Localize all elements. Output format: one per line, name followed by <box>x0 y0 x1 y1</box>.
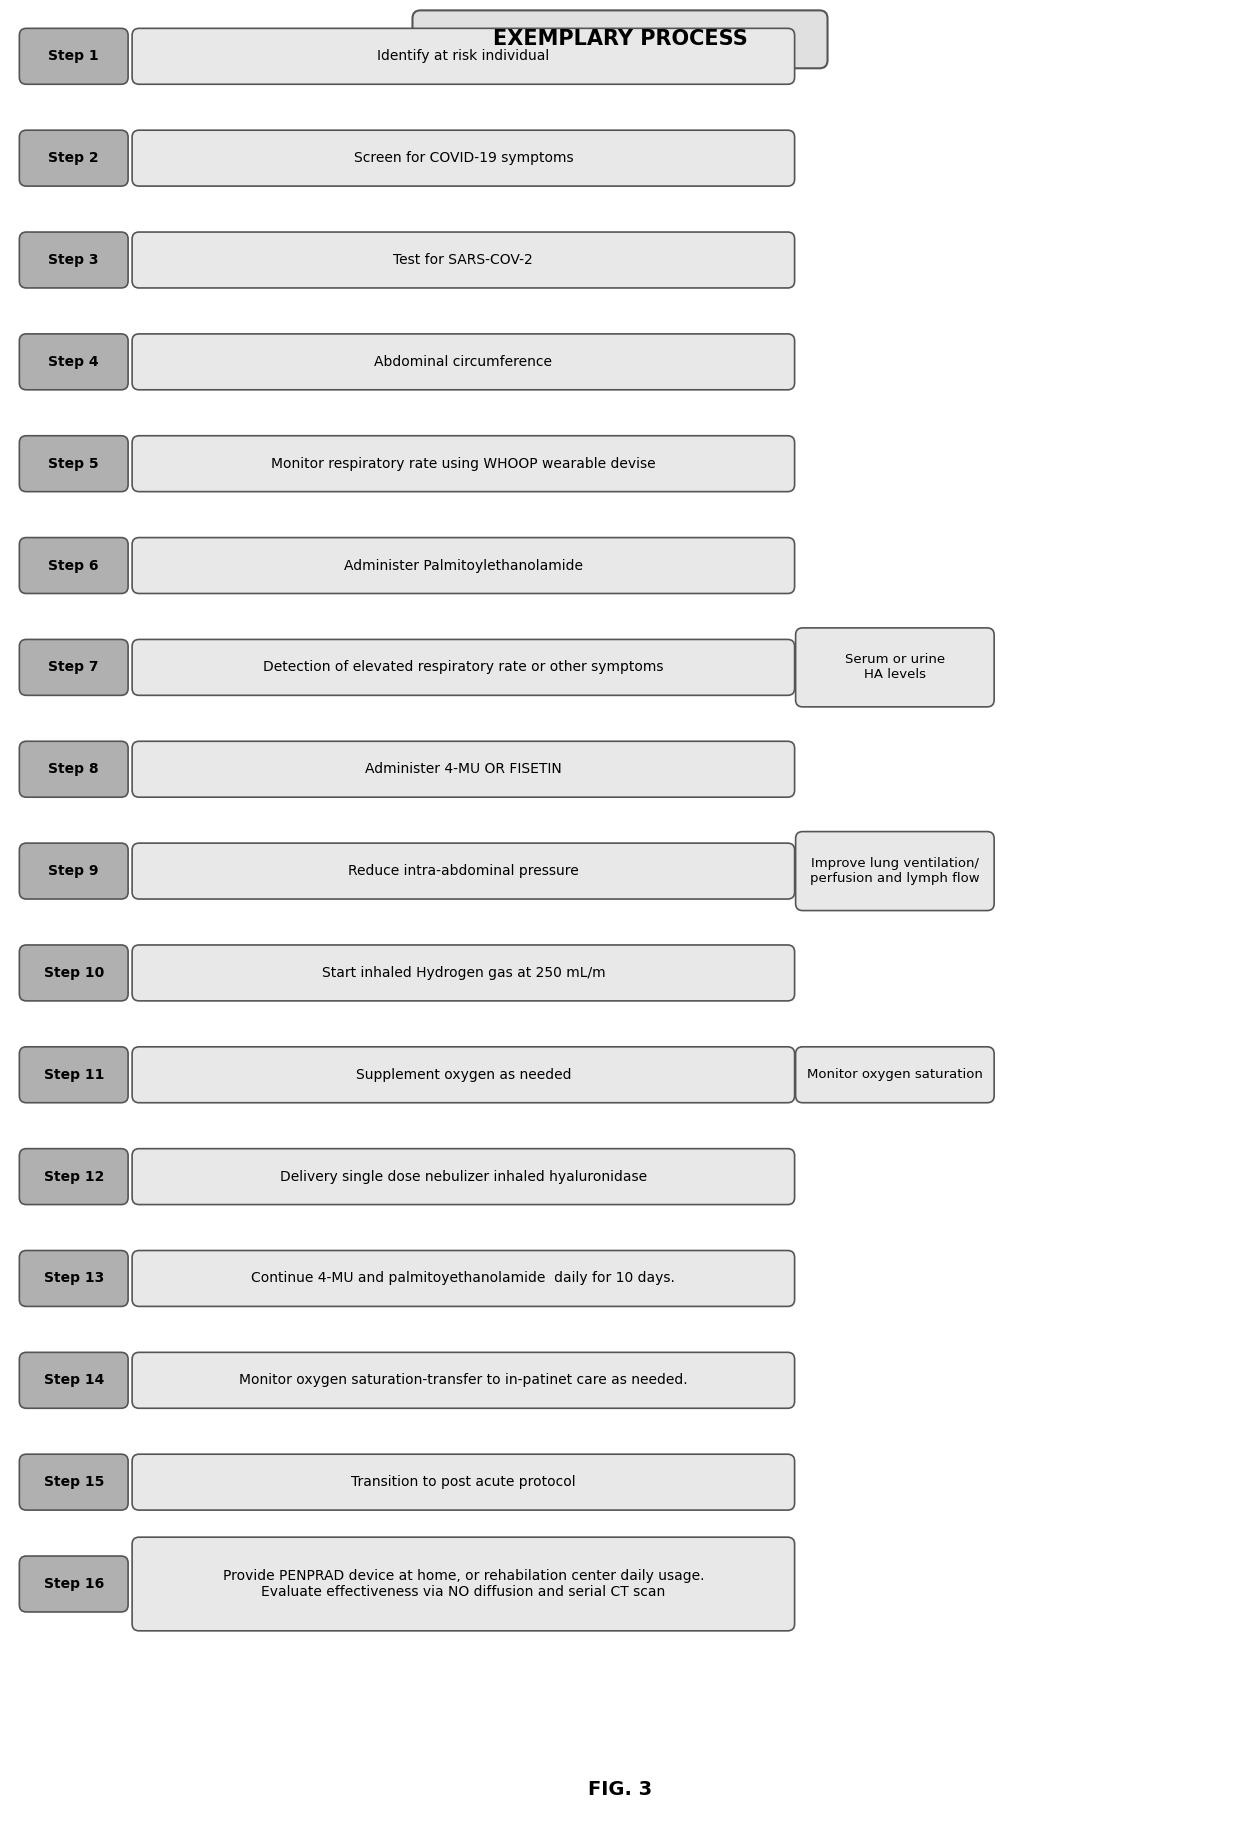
FancyBboxPatch shape <box>133 1353 795 1408</box>
Text: Step 16: Step 16 <box>43 1578 104 1591</box>
FancyBboxPatch shape <box>20 435 128 492</box>
FancyBboxPatch shape <box>20 131 128 186</box>
Text: Detection of elevated respiratory rate or other symptoms: Detection of elevated respiratory rate o… <box>263 660 663 675</box>
Text: Start inhaled Hydrogen gas at 250 mL/m: Start inhaled Hydrogen gas at 250 mL/m <box>321 966 605 980</box>
FancyBboxPatch shape <box>20 640 128 695</box>
Text: Administer Palmitoylethanolamide: Administer Palmitoylethanolamide <box>343 558 583 573</box>
FancyBboxPatch shape <box>133 334 795 391</box>
FancyBboxPatch shape <box>133 741 795 798</box>
Text: Step 14: Step 14 <box>43 1373 104 1388</box>
FancyBboxPatch shape <box>133 1148 795 1205</box>
Text: Serum or urine
HA levels: Serum or urine HA levels <box>844 654 945 682</box>
Text: Step 9: Step 9 <box>48 864 99 877</box>
Text: Monitor oxygen saturation: Monitor oxygen saturation <box>807 1069 983 1082</box>
FancyBboxPatch shape <box>133 1251 795 1307</box>
Text: Transition to post acute protocol: Transition to post acute protocol <box>351 1474 575 1489</box>
FancyBboxPatch shape <box>20 232 128 288</box>
Text: Step 6: Step 6 <box>48 558 99 573</box>
FancyBboxPatch shape <box>796 1047 994 1102</box>
FancyBboxPatch shape <box>20 1454 128 1509</box>
Text: Step 4: Step 4 <box>48 356 99 369</box>
FancyBboxPatch shape <box>796 831 994 910</box>
Text: Step 13: Step 13 <box>43 1272 104 1285</box>
Text: Step 10: Step 10 <box>43 966 104 980</box>
Text: Step 3: Step 3 <box>48 252 99 267</box>
Text: Administer 4-MU OR FISETIN: Administer 4-MU OR FISETIN <box>365 763 562 776</box>
Text: Step 11: Step 11 <box>43 1067 104 1082</box>
Text: Monitor respiratory rate using WHOOP wearable devise: Monitor respiratory rate using WHOOP wea… <box>272 457 656 470</box>
FancyBboxPatch shape <box>133 1047 795 1102</box>
FancyBboxPatch shape <box>133 538 795 593</box>
Text: FIG. 3: FIG. 3 <box>588 1780 652 1799</box>
FancyBboxPatch shape <box>20 842 128 899</box>
FancyBboxPatch shape <box>20 1047 128 1102</box>
Text: Provide PENPRAD device at home, or rehabilation center daily usage.
Evaluate eff: Provide PENPRAD device at home, or rehab… <box>223 1568 704 1600</box>
Text: Supplement oxygen as needed: Supplement oxygen as needed <box>356 1067 572 1082</box>
FancyBboxPatch shape <box>20 334 128 391</box>
Text: Screen for COVID-19 symptoms: Screen for COVID-19 symptoms <box>353 151 573 166</box>
Text: Abdominal circumference: Abdominal circumference <box>374 356 552 369</box>
Text: Step 8: Step 8 <box>48 763 99 776</box>
FancyBboxPatch shape <box>20 1555 128 1613</box>
Text: Step 15: Step 15 <box>43 1474 104 1489</box>
FancyBboxPatch shape <box>133 131 795 186</box>
FancyBboxPatch shape <box>20 538 128 593</box>
Text: Step 12: Step 12 <box>43 1170 104 1183</box>
FancyBboxPatch shape <box>133 945 795 1001</box>
Text: Test for SARS-COV-2: Test for SARS-COV-2 <box>393 252 533 267</box>
Text: Step 2: Step 2 <box>48 151 99 166</box>
FancyBboxPatch shape <box>20 28 128 85</box>
Text: Improve lung ventilation/
perfusion and lymph flow: Improve lung ventilation/ perfusion and … <box>810 857 980 885</box>
FancyBboxPatch shape <box>133 842 795 899</box>
Text: Step 5: Step 5 <box>48 457 99 470</box>
FancyBboxPatch shape <box>20 945 128 1001</box>
Text: Monitor oxygen saturation-transfer to in-patinet care as needed.: Monitor oxygen saturation-transfer to in… <box>239 1373 688 1388</box>
FancyBboxPatch shape <box>20 1251 128 1307</box>
FancyBboxPatch shape <box>133 1454 795 1509</box>
FancyBboxPatch shape <box>20 1353 128 1408</box>
Text: Identify at risk individual: Identify at risk individual <box>377 50 549 63</box>
FancyBboxPatch shape <box>20 741 128 798</box>
FancyBboxPatch shape <box>413 11 827 68</box>
Text: Continue 4-MU and palmitoyethanolamide  daily for 10 days.: Continue 4-MU and palmitoyethanolamide d… <box>252 1272 676 1285</box>
FancyBboxPatch shape <box>20 1148 128 1205</box>
FancyBboxPatch shape <box>796 628 994 708</box>
FancyBboxPatch shape <box>133 28 795 85</box>
Text: EXEMPLARY PROCESS: EXEMPLARY PROCESS <box>492 29 748 50</box>
FancyBboxPatch shape <box>133 1537 795 1631</box>
Text: Reduce intra-abdominal pressure: Reduce intra-abdominal pressure <box>348 864 579 877</box>
FancyBboxPatch shape <box>133 232 795 288</box>
Text: Step 1: Step 1 <box>48 50 99 63</box>
FancyBboxPatch shape <box>133 640 795 695</box>
Text: Delivery single dose nebulizer inhaled hyaluronidase: Delivery single dose nebulizer inhaled h… <box>280 1170 647 1183</box>
FancyBboxPatch shape <box>133 435 795 492</box>
Text: Step 7: Step 7 <box>48 660 99 675</box>
